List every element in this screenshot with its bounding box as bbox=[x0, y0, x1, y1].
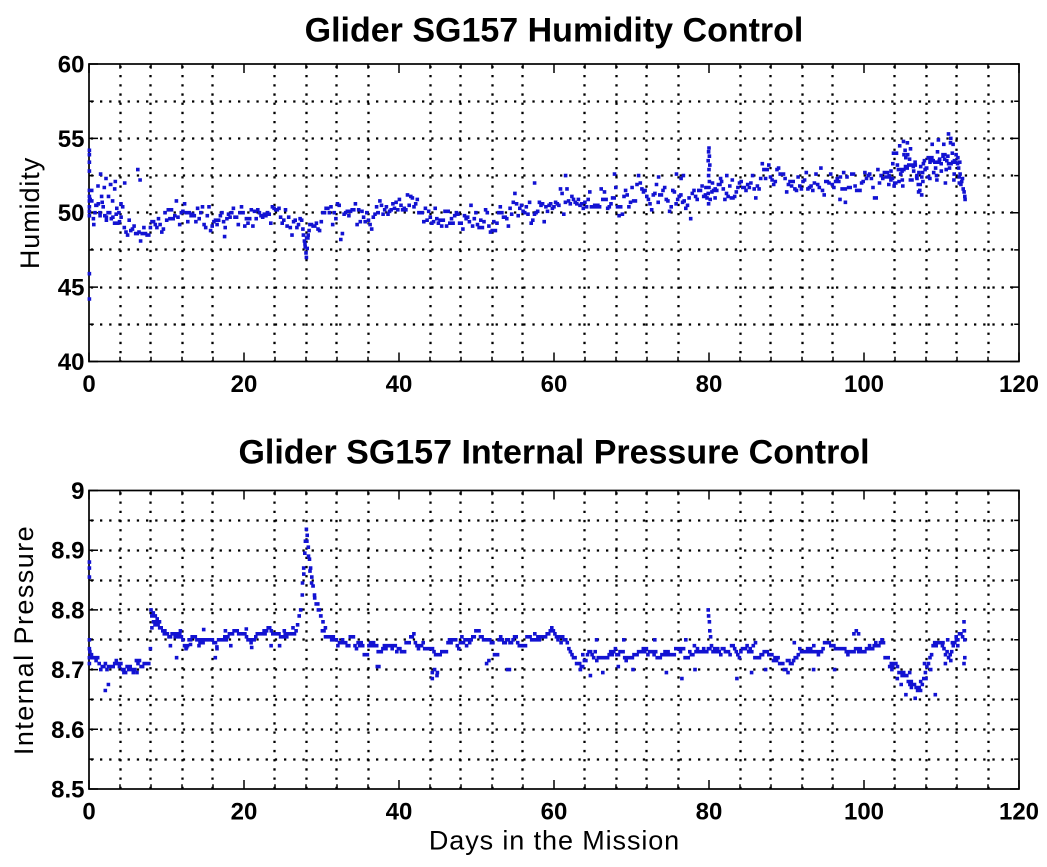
svg-text:Humidity: Humidity bbox=[15, 157, 45, 269]
svg-text:9: 9 bbox=[71, 478, 84, 505]
svg-text:120: 120 bbox=[999, 799, 1039, 826]
svg-text:8.9: 8.9 bbox=[51, 538, 84, 565]
svg-text:60: 60 bbox=[58, 52, 85, 79]
svg-text:8.6: 8.6 bbox=[51, 717, 84, 744]
svg-text:60: 60 bbox=[541, 371, 568, 398]
svg-text:55: 55 bbox=[58, 126, 85, 153]
svg-text:8.7: 8.7 bbox=[51, 657, 84, 684]
svg-text:Glider SG157 Internal Pressure: Glider SG157 Internal Pressure Control bbox=[238, 434, 869, 472]
svg-text:40: 40 bbox=[386, 799, 413, 826]
svg-text:Days in the Mission: Days in the Mission bbox=[429, 826, 680, 856]
svg-text:100: 100 bbox=[844, 371, 884, 398]
svg-text:120: 120 bbox=[999, 371, 1039, 398]
svg-text:60: 60 bbox=[541, 799, 568, 826]
svg-text:8.5: 8.5 bbox=[51, 777, 84, 804]
svg-text:20: 20 bbox=[231, 371, 258, 398]
svg-text:0: 0 bbox=[82, 371, 95, 398]
svg-text:45: 45 bbox=[58, 275, 85, 302]
svg-text:0: 0 bbox=[82, 799, 95, 826]
svg-text:40: 40 bbox=[386, 371, 413, 398]
svg-text:40: 40 bbox=[58, 349, 85, 376]
svg-text:50: 50 bbox=[58, 200, 85, 227]
svg-text:100: 100 bbox=[844, 799, 884, 826]
svg-text:80: 80 bbox=[696, 799, 723, 826]
svg-text:Glider SG157 Humidity Control: Glider SG157 Humidity Control bbox=[305, 12, 804, 50]
svg-text:Internal Pressure: Internal Pressure bbox=[9, 525, 39, 755]
svg-text:80: 80 bbox=[696, 371, 723, 398]
svg-text:8.8: 8.8 bbox=[51, 597, 84, 624]
svg-text:20: 20 bbox=[231, 799, 258, 826]
